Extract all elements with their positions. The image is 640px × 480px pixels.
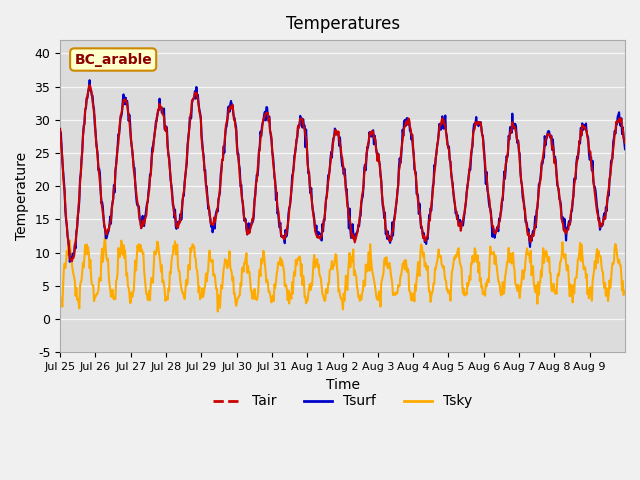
Legend: Tair, Tsurf, Tsky: Tair, Tsurf, Tsky	[207, 389, 477, 414]
Tsurf	[228, 102, 236, 108]
Tsurf	[86, 77, 93, 83]
Tsky	[403, 261, 410, 266]
Line: Tair: Tair	[60, 85, 625, 261]
Tsurf	[434, 139, 442, 144]
Tsurf	[66, 259, 74, 265]
Tsurf	[403, 116, 410, 122]
Tsurf	[277, 233, 285, 239]
X-axis label: Time: Time	[326, 377, 360, 392]
Tsky	[434, 252, 442, 258]
Title: Temperatures: Temperatures	[285, 15, 399, 33]
Tsky	[124, 271, 131, 276]
Tsurf	[56, 128, 64, 134]
Tair	[434, 138, 442, 144]
Text: BC_arable: BC_arable	[74, 52, 152, 67]
Tsky	[256, 267, 264, 273]
Line: Tsky: Tsky	[60, 236, 625, 312]
Tair	[56, 126, 64, 132]
Tsky	[228, 270, 236, 276]
Tsky	[277, 263, 285, 268]
Tsky	[214, 309, 221, 314]
Tair	[86, 82, 93, 88]
Y-axis label: Temperature: Temperature	[15, 152, 29, 240]
Tair	[228, 106, 236, 111]
Tair	[68, 258, 76, 264]
Tair	[403, 119, 410, 124]
Tsky	[621, 288, 629, 294]
Tair	[124, 108, 132, 114]
Tair	[277, 231, 285, 237]
Tair	[256, 147, 264, 153]
Tsky	[101, 233, 109, 239]
Tsurf	[256, 144, 264, 149]
Tsurf	[621, 146, 629, 152]
Tair	[621, 140, 629, 146]
Line: Tsurf: Tsurf	[60, 80, 625, 262]
Tsurf	[124, 107, 132, 113]
Tsky	[56, 293, 64, 299]
